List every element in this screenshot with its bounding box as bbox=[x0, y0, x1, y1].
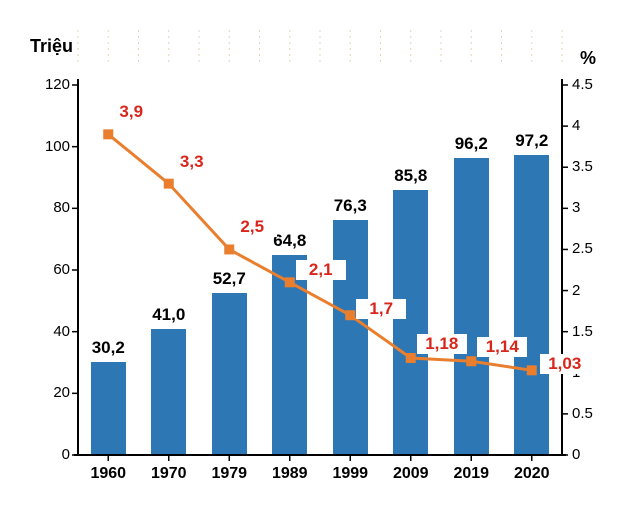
line-label: 3,9 bbox=[106, 102, 156, 122]
x-category: 1970 bbox=[141, 465, 197, 483]
ytick-right: 4.5 bbox=[572, 76, 612, 93]
ytick-left: 0 bbox=[30, 446, 70, 463]
left-axis-title: Triệu bbox=[30, 36, 73, 57]
line-marker bbox=[224, 244, 234, 254]
line-marker bbox=[285, 277, 295, 287]
x-category: 1989 bbox=[262, 465, 318, 483]
ytick-left: 100 bbox=[30, 138, 70, 155]
chart-container: 02040608010012000.511.522.533.544.5Triệu… bbox=[0, 0, 640, 511]
line-marker bbox=[406, 353, 416, 363]
line-label: 1,7 bbox=[356, 299, 406, 319]
bar-label: 41,0 bbox=[141, 305, 197, 325]
ytick-right: 2.5 bbox=[572, 240, 612, 257]
ytick-right: 2 bbox=[572, 282, 612, 299]
right-axis-title: % bbox=[580, 48, 596, 69]
line-label: 1,14 bbox=[477, 337, 527, 357]
ytick-right: 0 bbox=[572, 446, 612, 463]
ytick-right: 4 bbox=[572, 117, 612, 134]
ytick-left: 60 bbox=[30, 261, 70, 278]
line-layer bbox=[0, 0, 640, 511]
line-label: 2,1 bbox=[296, 260, 346, 280]
line-label: 2,5 bbox=[227, 217, 277, 237]
bar-label: 85,8 bbox=[383, 166, 439, 186]
x-category: 1999 bbox=[322, 465, 378, 483]
x-category: 2009 bbox=[383, 465, 439, 483]
line-marker bbox=[527, 365, 537, 375]
bar-label: 52,7 bbox=[201, 269, 257, 289]
ytick-left: 80 bbox=[30, 199, 70, 216]
line-marker bbox=[164, 179, 174, 189]
line-marker bbox=[103, 129, 113, 139]
bar-label: 76,3 bbox=[322, 196, 378, 216]
bar-label: 30,2 bbox=[80, 338, 136, 358]
line-label: 1,18 bbox=[417, 334, 467, 354]
ytick-left: 40 bbox=[30, 323, 70, 340]
x-category: 2019 bbox=[443, 465, 499, 483]
ytick-left: 20 bbox=[30, 384, 70, 401]
line-label: 1,03 bbox=[540, 354, 590, 374]
ytick-right: 0.5 bbox=[572, 405, 612, 422]
x-category: 1979 bbox=[201, 465, 257, 483]
ytick-left: 120 bbox=[30, 76, 70, 93]
x-category: 2020 bbox=[504, 465, 560, 483]
ytick-right: 1.5 bbox=[572, 323, 612, 340]
line-marker bbox=[345, 310, 355, 320]
x-category: 1960 bbox=[80, 465, 136, 483]
ytick-right: 3.5 bbox=[572, 158, 612, 175]
line-marker bbox=[466, 356, 476, 366]
bar-label: 96,2 bbox=[443, 134, 499, 154]
bar-label: 97,2 bbox=[504, 131, 560, 151]
ytick-right: 3 bbox=[572, 199, 612, 216]
line-label: 3,3 bbox=[167, 152, 217, 172]
